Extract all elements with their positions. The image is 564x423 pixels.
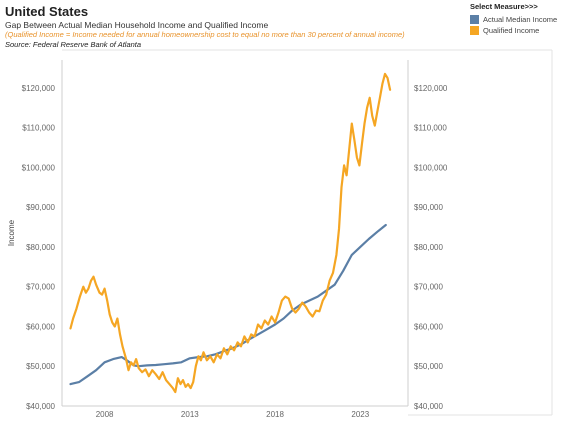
y-tick-label-right: $40,000	[414, 402, 443, 411]
legend-title: Select Measure>>>	[470, 2, 538, 11]
x-tick-label: 2013	[181, 410, 199, 419]
series-line-actual-median-income	[69, 223, 387, 386]
y-tick-label-left: $80,000	[26, 243, 55, 252]
series-line-qualified-income	[69, 72, 392, 394]
legend-swatch-actual	[470, 15, 479, 24]
x-tick-label: 2018	[266, 410, 284, 419]
legend-label-actual: Actual Median Income	[483, 15, 558, 24]
legend-item-qualified-income[interactable]: Qualified Income	[470, 25, 564, 36]
legend-label-qualified: Qualified Income	[483, 26, 540, 35]
y-tick-label-right: $80,000	[414, 243, 443, 252]
y-tick-label-right: $50,000	[414, 362, 443, 371]
y-tick-label-left: $120,000	[22, 84, 56, 93]
y-tick-label-left: $50,000	[26, 362, 55, 371]
x-tick-label: 2023	[351, 410, 369, 419]
y-tick-label-left: $40,000	[26, 402, 55, 411]
y-tick-label-right: $70,000	[414, 283, 443, 292]
chart-title: United States	[5, 4, 89, 19]
measure-legend: Select Measure>>> Actual Median Income Q…	[470, 2, 564, 36]
y-tick-label-right: $110,000	[414, 124, 447, 133]
y-axis-label: Income	[7, 219, 16, 246]
y-tick-label-right: $90,000	[414, 203, 443, 212]
y-tick-label-left: $70,000	[26, 283, 55, 292]
x-tick-label: 2008	[96, 410, 114, 419]
y-tick-label-left: $90,000	[26, 203, 55, 212]
legend-swatch-qualified	[470, 26, 479, 35]
y-tick-label-left: $60,000	[26, 322, 55, 331]
legend-item-actual-median-income[interactable]: Actual Median Income	[470, 14, 564, 25]
y-tick-label-left: $100,000	[22, 163, 56, 172]
y-tick-label-right: $100,000	[414, 163, 448, 172]
y-tick-label-left: $110,000	[22, 124, 55, 133]
chart-subtitle: Gap Between Actual Median Household Inco…	[5, 20, 269, 30]
chart-source: Source: Federal Reserve Bank of Atlanta	[5, 40, 142, 49]
chart-note: (Qualified Income = Income needed for an…	[5, 30, 405, 39]
y-tick-label-right: $120,000	[414, 84, 448, 93]
y-tick-label-right: $60,000	[414, 322, 443, 331]
